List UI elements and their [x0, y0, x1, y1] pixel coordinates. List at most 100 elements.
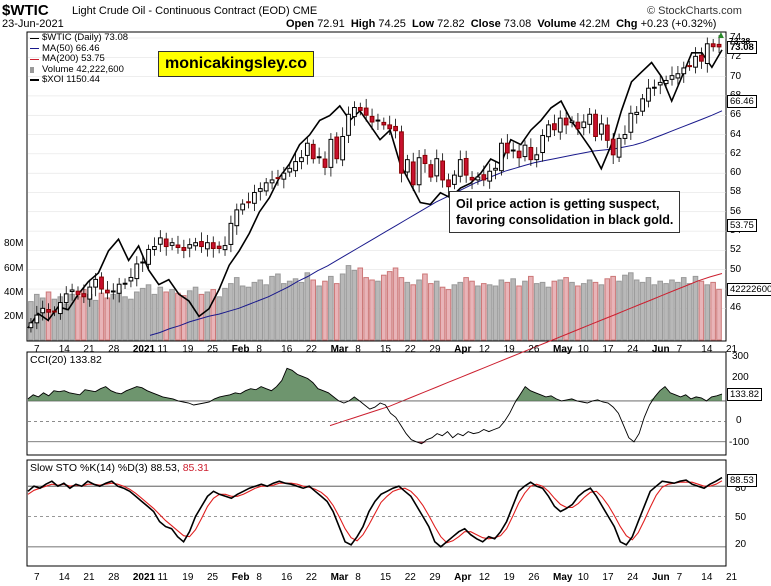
instrument-description: Light Crude Oil - Continuous Contract (E… [72, 5, 318, 17]
candle-body [669, 75, 675, 80]
volume-bar [563, 277, 569, 341]
volume-bar [580, 283, 587, 341]
candle-body [628, 112, 634, 133]
candle-body [57, 302, 63, 315]
x-tick-label: 7 [676, 344, 683, 355]
candle-body [369, 115, 375, 123]
candle-body [63, 293, 69, 304]
legend-item: Volume 42,222,600 [30, 64, 128, 76]
cci-overbought-area [28, 368, 722, 401]
candle-body [493, 167, 498, 171]
price-tick: 72 [730, 51, 742, 63]
price-tick: 58 [730, 186, 742, 198]
volume-bar [257, 279, 264, 341]
sto-d-value: 85.31 [182, 462, 209, 474]
candle-body [222, 245, 228, 251]
candle-body [34, 314, 40, 324]
candle-body [252, 191, 257, 204]
candle-body [128, 276, 134, 282]
legend-swatch-icon [30, 79, 39, 82]
candle-body [105, 289, 110, 294]
volume-bar [622, 274, 628, 341]
candle-body [528, 146, 534, 161]
volume-bar [475, 285, 481, 341]
volume-bar [175, 292, 181, 341]
open-label: Open [286, 18, 315, 30]
x-tick-label: 14 [58, 344, 70, 355]
x-tick-label: 19 [182, 572, 194, 583]
close-price-tag: 73.08 [727, 41, 757, 54]
volume-bar [157, 286, 164, 341]
price-legend: $WTIC (Daily) 73.08 MA(50) 66.46 MA(200)… [30, 32, 128, 86]
sto-panel-frame [26, 459, 727, 567]
volume-bar [198, 293, 205, 341]
candle-body [681, 67, 687, 75]
x-tick-label: May [553, 572, 573, 583]
volume-bar [522, 280, 528, 341]
x-tick-label: Apr [454, 344, 472, 355]
volume-bar [569, 281, 575, 341]
volume-bar [716, 288, 722, 341]
legend-item: MA(50) 66.46 [30, 43, 128, 55]
annotation-line-2: favoring consolidation in black gold. [456, 213, 674, 227]
candle-body [199, 241, 204, 248]
volume-bar [445, 289, 452, 341]
candle-body [475, 176, 481, 181]
x-tick-label: 22 [404, 344, 416, 355]
x-tick-label: Jun [651, 344, 670, 355]
volume-bar [304, 272, 311, 341]
candle-body [457, 159, 463, 177]
x-tick-label: 14 [701, 344, 713, 355]
x-tick-label: 12 [478, 344, 490, 355]
x-tick-label: May [553, 344, 573, 355]
price-tick: 50 [730, 263, 742, 275]
volume-bar [680, 277, 687, 341]
x-tick-label: 25 [207, 344, 219, 355]
candle-body [393, 125, 398, 132]
price-tick: 64 [730, 128, 742, 140]
ohlc-readout: Open 72.91 High 74.25 Low 72.82 Close 73… [286, 18, 716, 30]
chg-label: Chg [616, 18, 638, 30]
sto-k-line [27, 476, 723, 548]
x-tick-label: 11 [157, 572, 168, 583]
candle-body [534, 154, 540, 161]
volume-bar [110, 293, 117, 341]
volume-bar [598, 284, 605, 341]
candle-body [357, 107, 363, 111]
x-tick-label: 21 [726, 572, 738, 583]
volume-bar [216, 296, 222, 341]
x-tick-label: 15 [380, 572, 392, 583]
candle-body [604, 124, 610, 141]
volume-tick: 60M [4, 263, 24, 274]
candle-body [410, 161, 416, 186]
volume-bar [710, 281, 716, 341]
x-tick-label: 10 [577, 344, 589, 355]
volume-bar [275, 273, 281, 341]
candle-body [675, 73, 681, 79]
chart-date: 23-Jun-2021 [2, 18, 64, 30]
ma50-tag: 66.46 [727, 95, 757, 108]
candle-body [704, 43, 710, 64]
legend-swatch-icon [30, 48, 39, 50]
volume-bar [610, 275, 616, 341]
x-tick-label: 14 [58, 572, 70, 583]
volume-bar [586, 279, 593, 341]
x-tick-label: 14 [701, 572, 713, 583]
volume-bar [151, 293, 158, 341]
volume-bar [439, 286, 446, 341]
volume-bar [451, 284, 458, 341]
x-tick-label: 24 [627, 572, 639, 583]
volume-bar [133, 291, 140, 341]
volume-bar [416, 279, 422, 341]
candle-body [304, 142, 310, 156]
volume-bar [328, 275, 334, 341]
volume-tick: 40M [4, 287, 24, 298]
x-tick-label: Feb [231, 344, 250, 355]
x-tick-label: 7 [676, 572, 683, 583]
candle-body [140, 261, 146, 264]
candle-body [622, 134, 628, 139]
candle-body [481, 174, 487, 181]
legend-item: MA(200) 53.75 [30, 53, 128, 65]
volume-bar [516, 285, 522, 341]
candle-body [346, 113, 351, 136]
